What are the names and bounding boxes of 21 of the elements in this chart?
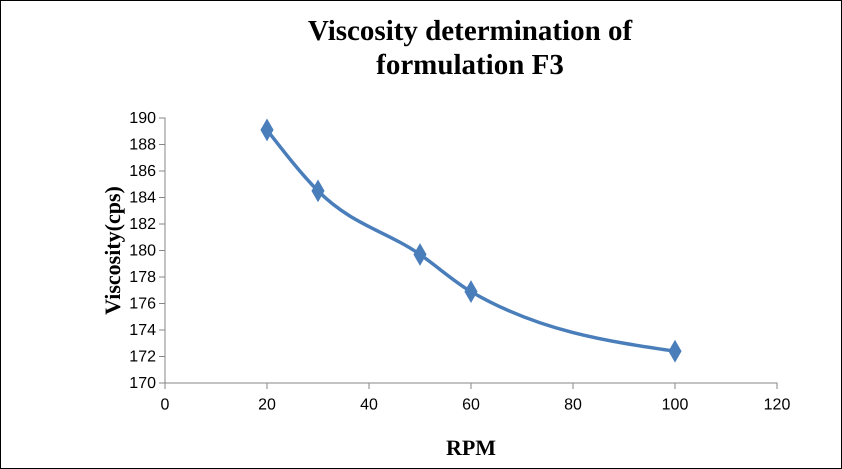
x-tick-label: 0 (160, 396, 170, 414)
y-tick-label: 174 (129, 322, 156, 340)
y-tick-label: 190 (129, 110, 156, 128)
x-tick-label: 100 (662, 396, 688, 414)
x-tick-label: 40 (360, 396, 378, 414)
x-axis-title: RPM (446, 435, 496, 460)
x-tick-label: 20 (258, 396, 276, 414)
y-tick-label: 184 (129, 190, 156, 207)
y-tick-label: 188 (129, 136, 156, 154)
x-tick-label: 60 (462, 396, 480, 414)
y-axis-title: Viscosity(cps) (100, 186, 125, 315)
y-tick-label: 172 (129, 348, 156, 366)
chart-title: Viscosity determination of formulation F3 (308, 15, 633, 81)
y-tick-label: 176 (129, 296, 156, 313)
y-tick-label: 180 (129, 242, 156, 260)
y-tick-label: 186 (129, 163, 156, 180)
x-tick-label: 120 (764, 396, 790, 414)
y-tick-label: 170 (129, 375, 156, 392)
y-tick-label: 182 (129, 216, 156, 234)
y-tick-label: 178 (129, 269, 156, 286)
x-tick-label: 80 (564, 396, 582, 414)
